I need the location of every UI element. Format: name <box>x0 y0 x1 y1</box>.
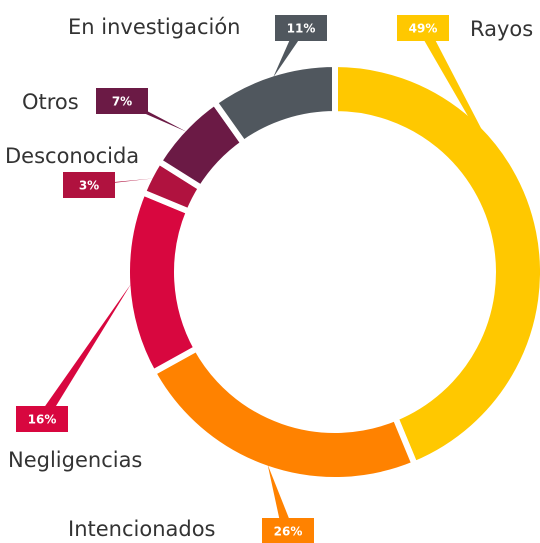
callout-pointer <box>417 28 536 233</box>
value-label: 16% <box>28 413 57 427</box>
donut-segment <box>148 344 419 483</box>
category-label: Rayos <box>470 17 533 41</box>
category-label: Desconocida <box>5 144 139 168</box>
value-label: 26% <box>274 525 303 539</box>
category-label: Negligencias <box>8 448 142 472</box>
callout-box <box>262 518 314 543</box>
category-label: En investigación <box>68 15 241 39</box>
callout-pointer <box>83 178 154 185</box>
callout-box <box>16 406 68 432</box>
donut-segment <box>332 60 540 469</box>
callout-pointer <box>36 283 132 419</box>
callout-pointer <box>267 464 294 531</box>
callout-box <box>275 15 327 41</box>
donut-segment <box>210 60 338 148</box>
value-label: 7% <box>112 95 132 109</box>
category-label: Otros <box>22 90 79 114</box>
value-label: 11% <box>287 22 316 36</box>
callout-box <box>63 172 115 198</box>
value-label: 3% <box>79 179 99 193</box>
value-label: 49% <box>409 22 438 36</box>
callout-box <box>397 15 449 41</box>
callout-box <box>96 88 148 114</box>
category-label: Intencionados <box>68 517 216 541</box>
donut-segment <box>124 188 201 377</box>
